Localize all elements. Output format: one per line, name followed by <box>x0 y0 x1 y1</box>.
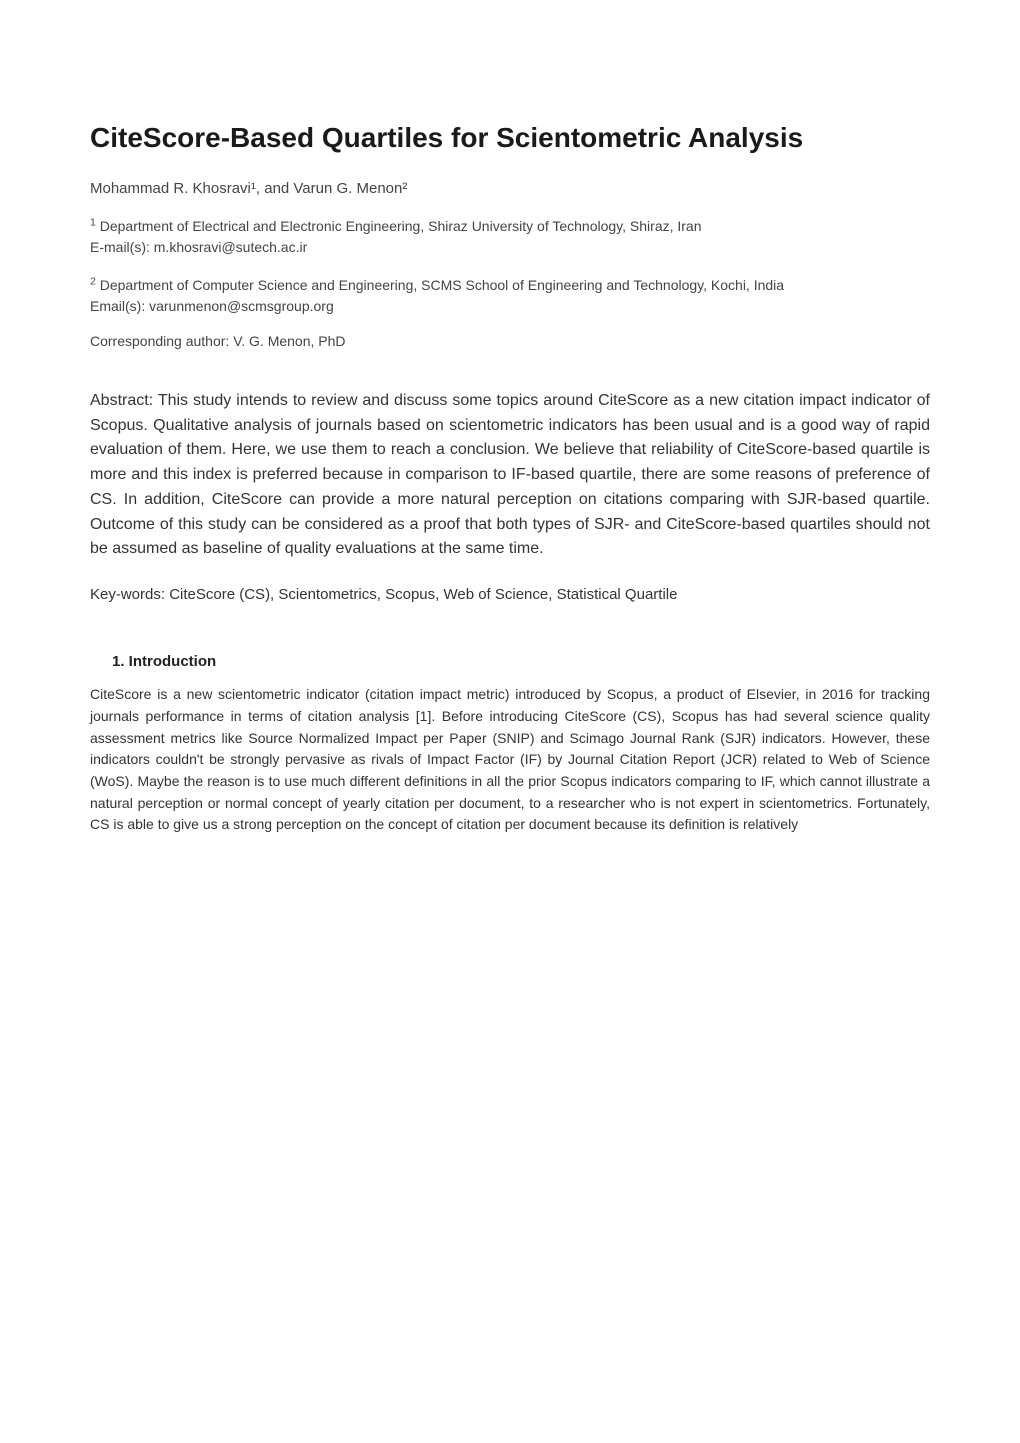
abstract-text: This study intends to review and discuss… <box>90 392 930 558</box>
abstract-paragraph: Abstract: This study intends to review a… <box>90 389 930 563</box>
affiliation-1-text: 1 Department of Electrical and Electroni… <box>90 218 702 234</box>
affiliation-2-text: 2 Department of Computer Science and Eng… <box>90 277 784 293</box>
corresponding-author: Corresponding author: V. G. Menon, PhD <box>90 333 930 349</box>
section-1-body: CiteScore is a new scientometric indicat… <box>90 684 930 836</box>
affiliation-2: 2 Department of Computer Science and Eng… <box>90 274 930 317</box>
abstract-label: Abstract: <box>90 392 158 409</box>
affiliation-2-dept: Department of Computer Science and Engin… <box>100 277 784 293</box>
affiliation-1-dept: Department of Electrical and Electronic … <box>100 218 702 234</box>
affiliation-1-email: E-mail(s): m.khosravi@sutech.ac.ir <box>90 237 930 258</box>
keywords-text: CiteScore (CS), Scientometrics, Scopus, … <box>169 586 677 603</box>
paper-title: CiteScore-Based Quartiles for Scientomet… <box>90 120 930 156</box>
section-1-heading: 1. Introduction <box>90 653 930 670</box>
keywords-label: Key-words: <box>90 586 169 603</box>
affiliation-1: 1 Department of Electrical and Electroni… <box>90 215 930 258</box>
authors-line: Mohammad R. Khosravi¹, and Varun G. Meno… <box>90 180 930 197</box>
affiliation-2-marker: 2 <box>90 275 96 287</box>
affiliation-1-marker: 1 <box>90 216 96 228</box>
keywords-paragraph: Key-words: CiteScore (CS), Scientometric… <box>90 586 930 603</box>
affiliation-2-email: Email(s): varunmenon@scmsgroup.org <box>90 296 930 317</box>
